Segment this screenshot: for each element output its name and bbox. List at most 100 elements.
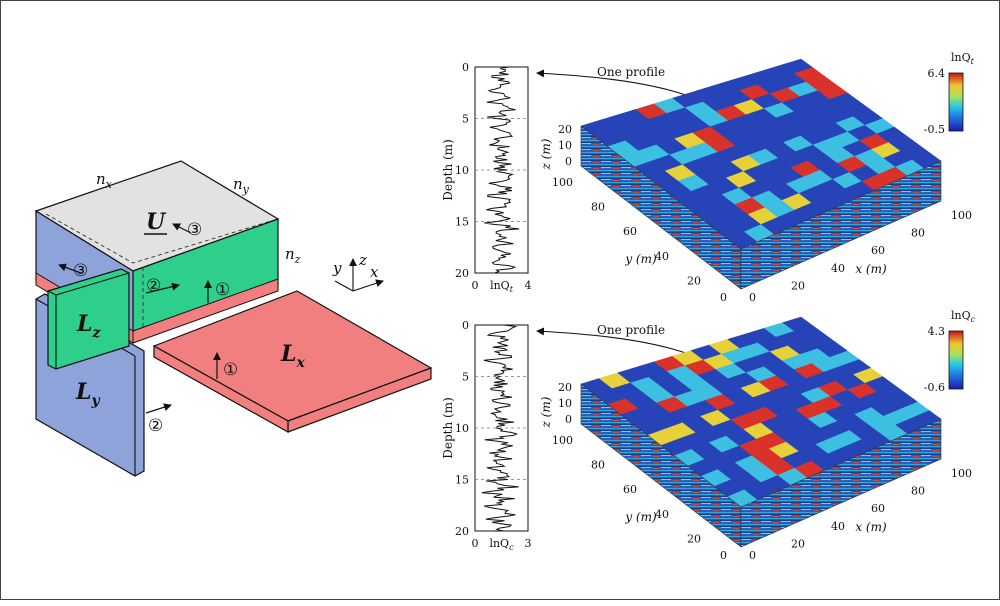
colorbar-label: lnQc bbox=[951, 309, 976, 324]
decomposition-diagram: nx ny nz U ③ ② ① Ly ② Lz ③ Lx ① bbox=[34, 160, 433, 477]
block-origin-label-y: 0 bbox=[720, 549, 727, 562]
block-ytick-label: 20 bbox=[687, 532, 701, 545]
arrow-lz-3 bbox=[58, 263, 82, 274]
profile-xtick-label: 4 bbox=[525, 279, 532, 292]
colorbar-min-label: -0.6 bbox=[924, 381, 945, 394]
lz-plate-edge bbox=[47, 290, 57, 296]
profile-ytick-label: 5 bbox=[462, 113, 469, 126]
arrow-ly-2 bbox=[145, 403, 172, 414]
block-ytick-label: 60 bbox=[623, 225, 637, 238]
block-xtick-label: 60 bbox=[871, 244, 885, 257]
block-ztick-label: 10 bbox=[558, 139, 572, 152]
block-zlabel: z (m) bbox=[539, 396, 553, 428]
step-marker-top-3: ③ bbox=[187, 220, 202, 240]
arrow-top-3 bbox=[172, 223, 192, 234]
block-origin-label-x: 0 bbox=[749, 291, 756, 304]
profile-ytick-label: 15 bbox=[455, 216, 469, 229]
lx-plate-front bbox=[153, 344, 289, 434]
block-ztick-label: 0 bbox=[565, 155, 572, 168]
block-xtick-label: 100 bbox=[951, 209, 972, 222]
block-ylabel: y (m) bbox=[624, 252, 657, 266]
arrow-front-2 bbox=[145, 282, 180, 294]
profile-xlabel: lnQc bbox=[489, 537, 514, 552]
label-ny: ny bbox=[233, 175, 250, 196]
block-xtick-label: 20 bbox=[791, 279, 805, 292]
profile-annotation: One profile bbox=[597, 323, 665, 337]
step-marker-lx-1: ① bbox=[223, 360, 238, 380]
profile-ytick-label: 5 bbox=[462, 371, 469, 384]
colorbar-max-label: 6.4 bbox=[928, 67, 946, 80]
profile-ytick-label: 0 bbox=[462, 319, 469, 332]
label-Lx: Lx bbox=[280, 341, 305, 371]
block-xlabel: x (m) bbox=[855, 262, 887, 276]
block-xtick-label: 40 bbox=[831, 520, 845, 533]
profile-ytick-label: 10 bbox=[455, 422, 469, 435]
triad-x-axis bbox=[352, 279, 384, 292]
block-ztick-label: 20 bbox=[558, 123, 572, 136]
block-ztick-label: 10 bbox=[558, 397, 572, 410]
block-ytick-label: 40 bbox=[655, 508, 669, 521]
label-nz: nz bbox=[285, 245, 301, 266]
colorbar-label-sub: c bbox=[971, 315, 976, 324]
lz-plate-edge-2 bbox=[55, 272, 130, 296]
colorbar-label-sub: t bbox=[971, 57, 975, 66]
profile-ylabel: Depth (m) bbox=[441, 397, 455, 459]
colorbar bbox=[948, 330, 964, 390]
block-ylabel: y (m) bbox=[624, 510, 657, 524]
colorbar-max-label: 4.3 bbox=[928, 325, 946, 338]
colorbar-min-label: -0.5 bbox=[924, 123, 945, 136]
label-Ly: Ly bbox=[75, 379, 100, 409]
profile-xtick-label: 0 bbox=[472, 279, 479, 292]
profile-trace bbox=[481, 324, 519, 532]
block-xtick-label: 100 bbox=[951, 467, 972, 480]
block-ytick-label: 100 bbox=[552, 176, 573, 189]
block-ytick-label: 80 bbox=[591, 459, 605, 472]
block-top-face bbox=[580, 58, 942, 250]
block-ztick-label: 0 bbox=[565, 413, 572, 426]
colorbar-label: lnQt bbox=[951, 51, 975, 66]
label-Lz: Lz bbox=[76, 311, 101, 341]
profile-ytick-label: 10 bbox=[455, 164, 469, 177]
block-ytick-label: 20 bbox=[687, 274, 701, 287]
block-ytick-label: 60 bbox=[623, 483, 637, 496]
profile-ylabel: Depth (m) bbox=[441, 139, 455, 201]
profile-xtick-label: 0 bbox=[472, 537, 479, 550]
triad-label-z: z bbox=[358, 251, 367, 269]
colorbar bbox=[948, 72, 964, 132]
block-origin-label-y: 0 bbox=[720, 291, 727, 304]
step-marker-front-2: ② bbox=[146, 276, 161, 296]
profile-xlabel-sub: c bbox=[509, 543, 514, 552]
triad-label-x: x bbox=[370, 263, 379, 281]
profile-xtick-label: 3 bbox=[525, 537, 532, 550]
step-marker-lz-3: ③ bbox=[73, 261, 88, 281]
profile-annotation: One profile bbox=[597, 65, 665, 79]
step-marker-front-1: ① bbox=[215, 280, 230, 300]
block-right-face bbox=[740, 418, 942, 548]
profile-ytick-label: 15 bbox=[455, 474, 469, 487]
block-ytick-label: 40 bbox=[655, 250, 669, 263]
block-right-face bbox=[740, 160, 942, 290]
profile-ytick-label: 20 bbox=[455, 525, 469, 538]
block-xtick-label: 20 bbox=[791, 537, 805, 550]
step-marker-ly-2: ② bbox=[148, 416, 163, 436]
block-top-face bbox=[580, 316, 942, 508]
triad-label-y: y bbox=[332, 259, 342, 277]
block-xtick-label: 40 bbox=[831, 262, 845, 275]
lz-plate bbox=[47, 268, 130, 370]
block-ztick-label: 20 bbox=[558, 381, 572, 394]
profile-trace bbox=[484, 66, 520, 274]
block-xlabel: x (m) bbox=[855, 520, 887, 534]
profile-xlabel: lnQt bbox=[490, 279, 514, 294]
profile-xlabel-sub: t bbox=[510, 285, 514, 294]
profile-ytick-label: 0 bbox=[462, 61, 469, 74]
profile-ytick-label: 20 bbox=[455, 267, 469, 280]
triad-y-axis bbox=[334, 280, 354, 292]
block-xtick-label: 80 bbox=[911, 485, 925, 498]
block-zlabel: z (m) bbox=[539, 138, 553, 170]
box-top-dashed-edge bbox=[45, 213, 272, 264]
label-nx: nx bbox=[96, 170, 113, 191]
block-ytick-label: 80 bbox=[591, 201, 605, 214]
